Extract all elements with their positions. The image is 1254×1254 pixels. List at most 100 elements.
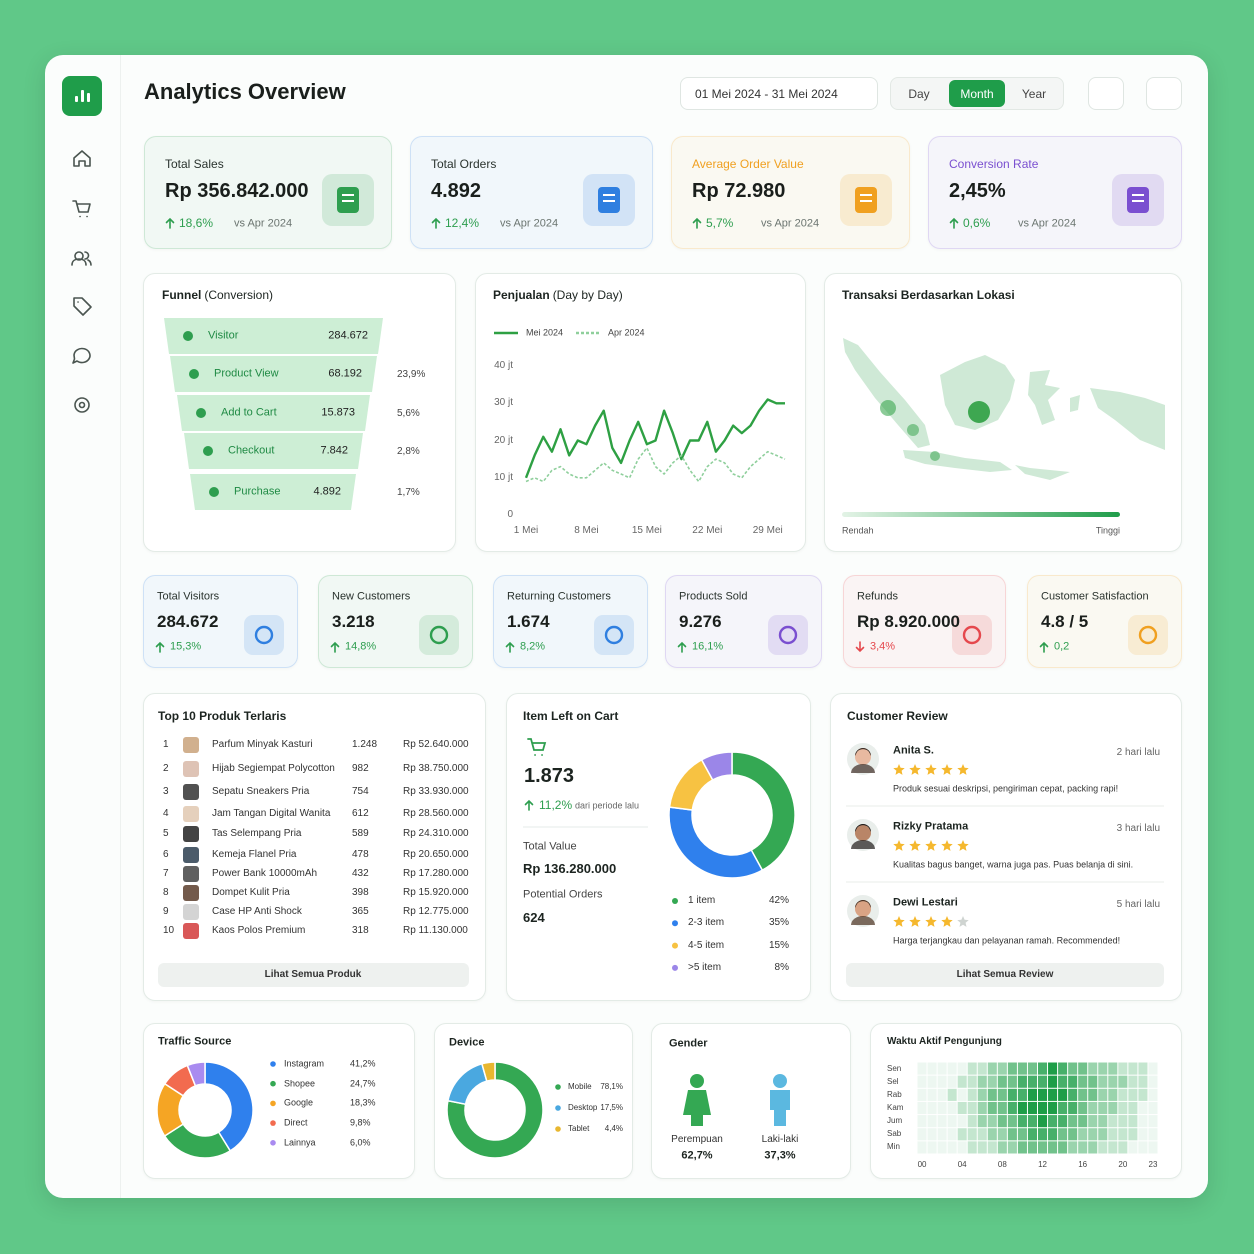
product-rank: 6 [163, 849, 169, 860]
stat-value: 284.672 [157, 611, 219, 631]
heatmap-x-label: 04 [957, 1160, 967, 1170]
stat-change: 3,4% [870, 640, 896, 653]
legend-label: 1 item [688, 895, 716, 906]
legend-label: Direct [284, 1117, 308, 1128]
reviews-card [830, 693, 1182, 1001]
period-option[interactable]: Month [960, 86, 994, 101]
value-label: 6,0% [350, 1137, 371, 1148]
y-tick-label: 10 jt [494, 471, 513, 483]
sales-title: Penjualan [493, 288, 550, 302]
products-button-label: Lihat Semua Produk [264, 969, 362, 980]
funnel-stage-rate: 1,7% [397, 487, 420, 498]
gender-value: 37,3% [764, 1149, 796, 1162]
legend-label: Apr 2024 [608, 327, 645, 338]
funnel-stage-value: 68.192 [328, 367, 362, 380]
cart-potential-label: Potential Orders [523, 888, 603, 901]
stat-label: Returning Customers [507, 590, 611, 603]
product-name: Parfum Minyak Kasturi [212, 739, 313, 750]
product-rank: 1 [163, 739, 169, 750]
gender-title: Gender [669, 1037, 708, 1050]
heatmap-row-label: Rab [887, 1090, 902, 1100]
funnel-stage-value: 284.672 [328, 329, 368, 342]
heatmap-row-label: Sel [887, 1076, 899, 1086]
product-name: Tas Selempang Pria [212, 828, 302, 839]
legend-label: Mei 2024 [526, 327, 564, 338]
stat-change: 16,1% [692, 640, 724, 653]
funnel-stage-rate: 23,9% [397, 369, 426, 380]
value-label: 4,4% [604, 1124, 623, 1134]
cart-total-label: Total Value [523, 840, 577, 853]
product-revenue: Rp 11.130.000 [403, 925, 468, 936]
value-label: 41,2% [350, 1058, 376, 1069]
kpi-label: Average Order Value [692, 156, 804, 171]
gender-label: Laki-laki [761, 1134, 799, 1145]
x-tick-label: 8 Mei [574, 525, 599, 536]
stat-card [143, 575, 298, 668]
review-name: Rizky Pratama [893, 820, 969, 833]
funnel-stage-value: 4.892 [313, 485, 341, 498]
funnel-stage-value: 15.873 [321, 406, 355, 419]
filter-button[interactable] [1146, 77, 1182, 110]
page-title: Analytics Overview [144, 78, 346, 104]
stat-card [665, 575, 822, 668]
value-label: 78,1% [600, 1082, 623, 1092]
date-range: 01 Mei 2024 - 31 Mei 2024 [695, 86, 838, 101]
products-title: Top 10 Produk Terlaris [158, 708, 287, 723]
heatmap-x-label: 20 [1118, 1160, 1128, 1170]
traffic-title: Traffic Source [158, 1035, 232, 1048]
kpi-value: 4.892 [431, 180, 482, 202]
value-label: 15% [768, 939, 789, 951]
period-active[interactable] [949, 80, 1005, 107]
reviews-button[interactable] [846, 963, 1164, 987]
cart-compare: dari periode lalu [575, 800, 640, 811]
stat-value: Rp 8.920.000 [857, 611, 961, 631]
stat-label: Products Sold [679, 590, 748, 603]
download-button[interactable] [1088, 77, 1124, 110]
product-qty: 982 [352, 763, 369, 774]
kpi-change: 0,6% [963, 215, 991, 230]
period-option[interactable]: Day [908, 86, 930, 101]
value-label: 17,5% [600, 1103, 623, 1113]
period-option[interactable]: Year [1021, 86, 1047, 101]
kpi-label: Conversion Rate [949, 156, 1039, 171]
stat-value: 9.276 [679, 611, 722, 631]
cart-value: 1.873 [524, 765, 575, 787]
map-legend-low: Rendah [842, 525, 874, 536]
funnel-stage-label: Add to Cart [221, 406, 277, 419]
stat-card [1027, 575, 1182, 668]
kpi-change: 12,4% [445, 215, 480, 230]
map-title: Transaksi Berdasarkan Lokasi [842, 287, 1015, 302]
product-qty: 432 [352, 868, 369, 879]
funnel-stage-value: 7.842 [320, 444, 348, 457]
product-revenue: Rp 15.920.000 [403, 887, 469, 898]
heatmap-row-label: Kam [887, 1103, 904, 1113]
value-label: 24,7% [350, 1078, 376, 1089]
heatmap-x-label: 12 [1038, 1160, 1047, 1170]
product-qty: 398 [352, 887, 369, 898]
heatmap-x-label: 00 [917, 1160, 927, 1170]
heatmap-row-label: Min [887, 1142, 900, 1152]
product-revenue: Rp 17.280.000 [403, 868, 469, 879]
product-revenue: Rp 33.930.000 [403, 786, 469, 797]
sales-card [475, 273, 806, 552]
kpi-change: 18,6% [179, 215, 214, 230]
product-name: Case HP Anti Shock [212, 906, 302, 917]
stat-value: 3.218 [332, 611, 375, 631]
kpi-compare: vs Apr 2024 [1018, 217, 1077, 230]
date-range-picker[interactable] [680, 77, 878, 110]
gender-label: Perempuan [671, 1134, 723, 1145]
stat-value: 1.674 [507, 611, 550, 631]
legend-label: Instagram [284, 1058, 325, 1069]
kpi-value: Rp 356.842.000 [165, 180, 309, 202]
legend-label: Shopee [284, 1078, 316, 1089]
heatmap-row-label: Sen [887, 1063, 902, 1073]
stat-change: 0,2 [1054, 640, 1070, 653]
gender-value: 62,7% [681, 1149, 713, 1162]
y-tick-label: 20 jt [494, 434, 513, 446]
legend-label: 2-3 item [688, 917, 725, 929]
cart-potential: 624 [523, 910, 545, 926]
products-button[interactable] [158, 963, 469, 987]
legend-label: Google [284, 1097, 314, 1108]
product-rank: 9 [163, 906, 169, 917]
